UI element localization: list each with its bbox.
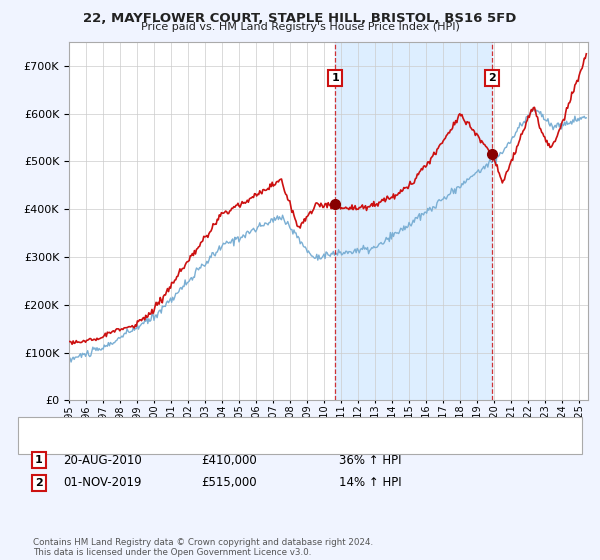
Text: HPI: Average price, detached house, South Gloucestershire: HPI: Average price, detached house, Sout… xyxy=(69,439,378,449)
Text: Price paid vs. HM Land Registry's House Price Index (HPI): Price paid vs. HM Land Registry's House … xyxy=(140,22,460,32)
Text: 22, MAYFLOWER COURT, STAPLE HILL, BRISTOL, BS16 5FD: 22, MAYFLOWER COURT, STAPLE HILL, BRISTO… xyxy=(83,12,517,25)
Text: 1: 1 xyxy=(35,455,43,465)
Text: 20-AUG-2010: 20-AUG-2010 xyxy=(63,454,142,467)
Text: 01-NOV-2019: 01-NOV-2019 xyxy=(63,476,142,489)
Text: £410,000: £410,000 xyxy=(201,454,257,467)
Text: 1: 1 xyxy=(331,73,339,83)
Text: ———: ——— xyxy=(39,437,76,451)
Text: ———: ——— xyxy=(39,421,76,434)
Text: Contains HM Land Registry data © Crown copyright and database right 2024.
This d: Contains HM Land Registry data © Crown c… xyxy=(33,538,373,557)
Bar xyxy=(335,42,491,400)
Text: 2: 2 xyxy=(35,478,43,488)
Text: £515,000: £515,000 xyxy=(201,476,257,489)
Text: 22, MAYFLOWER COURT, STAPLE HILL, BRISTOL, BS16 5FD (detached house): 22, MAYFLOWER COURT, STAPLE HILL, BRISTO… xyxy=(69,422,466,432)
Text: 14% ↑ HPI: 14% ↑ HPI xyxy=(339,476,401,489)
Text: 36% ↑ HPI: 36% ↑ HPI xyxy=(339,454,401,467)
Text: 2: 2 xyxy=(488,73,496,83)
